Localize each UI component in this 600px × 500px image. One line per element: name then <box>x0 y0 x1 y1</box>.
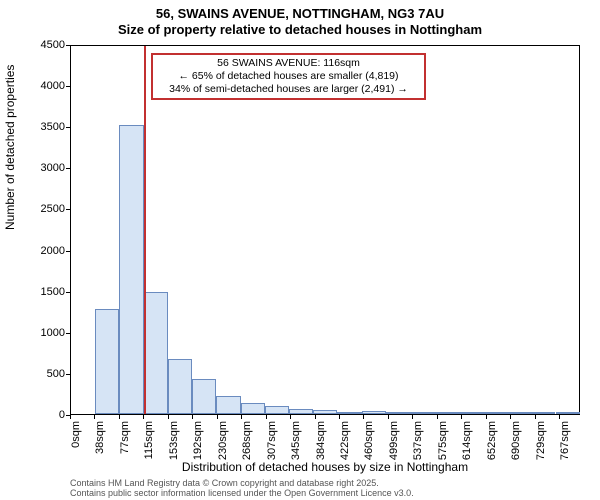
x-tick-label: 192sqm <box>192 421 204 461</box>
histogram-bar <box>192 379 216 414</box>
histogram-bar <box>265 406 289 414</box>
annotation-line: ← 65% of detached houses are smaller (4,… <box>157 70 420 83</box>
plot-area: 56 SWAINS AVENUE: 116sqm← 65% of detache… <box>70 45 580 415</box>
x-tick-mark <box>412 415 413 419</box>
x-tick-mark <box>192 415 193 419</box>
x-tick-mark <box>217 415 218 419</box>
footer-attribution: Contains HM Land Registry data © Crown c… <box>70 478 414 499</box>
x-tick-label: 690sqm <box>510 421 522 461</box>
y-tick-label: 2500 <box>41 203 65 215</box>
x-tick-label: 345sqm <box>290 421 302 461</box>
histogram-bar <box>168 359 192 414</box>
x-tick-label: 614sqm <box>461 421 473 461</box>
histogram-bar <box>144 292 168 414</box>
y-tick-label: 1000 <box>41 327 65 339</box>
chart-title-line1: 56, SWAINS AVENUE, NOTTINGHAM, NG3 7AU <box>0 6 600 21</box>
x-tick-mark <box>266 415 267 419</box>
property-marker-line <box>144 46 146 414</box>
x-tick-label: 767sqm <box>559 421 571 461</box>
x-tick-label: 0sqm <box>70 421 82 461</box>
x-tick-mark <box>559 415 560 419</box>
x-tick-label: 153sqm <box>168 421 180 461</box>
x-tick-mark <box>437 415 438 419</box>
x-tick-label: 422sqm <box>339 421 351 461</box>
x-tick-mark <box>315 415 316 419</box>
histogram-bar <box>410 412 434 414</box>
x-tick-label: 460sqm <box>363 421 375 461</box>
x-tick-mark <box>241 415 242 419</box>
y-tick-label: 1500 <box>41 286 65 298</box>
y-tick-label: 3000 <box>41 162 65 174</box>
y-tick-label: 3500 <box>41 121 65 133</box>
x-tick-label: 537sqm <box>412 421 424 461</box>
x-tick-mark <box>510 415 511 419</box>
histogram-bar <box>241 403 265 415</box>
x-tick-label: 77sqm <box>119 421 131 461</box>
x-tick-mark <box>168 415 169 419</box>
x-tick-label: 652sqm <box>486 421 498 461</box>
x-axis-label: Distribution of detached houses by size … <box>70 460 580 474</box>
y-tick-label: 4000 <box>41 80 65 92</box>
x-tick-mark <box>363 415 364 419</box>
y-axis-label: Number of detached properties <box>3 65 17 230</box>
y-tick-mark <box>66 292 70 293</box>
y-tick-mark <box>66 45 70 46</box>
histogram-bar <box>95 309 119 414</box>
histogram-bar <box>459 412 483 414</box>
y-tick-mark <box>66 209 70 210</box>
x-tick-label: 384sqm <box>315 421 327 461</box>
y-tick-mark <box>66 86 70 87</box>
x-tick-label: 38sqm <box>94 421 106 461</box>
footer-line1: Contains HM Land Registry data © Crown c… <box>70 478 414 488</box>
x-tick-mark <box>461 415 462 419</box>
histogram-bar <box>386 412 410 414</box>
histogram-bar <box>216 396 240 414</box>
x-tick-mark <box>119 415 120 419</box>
x-tick-mark <box>388 415 389 419</box>
x-tick-label: 307sqm <box>266 421 278 461</box>
annotation-line: 34% of semi-detached houses are larger (… <box>157 83 420 96</box>
annotation-line: 56 SWAINS AVENUE: 116sqm <box>157 57 420 70</box>
x-tick-label: 230sqm <box>217 421 229 461</box>
histogram-bar <box>434 412 458 414</box>
x-tick-mark <box>143 415 144 419</box>
histogram-bar <box>119 125 143 414</box>
histogram-bar <box>531 412 555 414</box>
x-tick-mark <box>290 415 291 419</box>
y-tick-label: 0 <box>59 409 65 421</box>
x-tick-mark <box>94 415 95 419</box>
x-tick-mark <box>70 415 71 419</box>
histogram-bar <box>362 411 386 414</box>
x-tick-mark <box>535 415 536 419</box>
y-tick-label: 500 <box>47 368 65 380</box>
x-tick-label: 729sqm <box>535 421 547 461</box>
y-tick-mark <box>66 374 70 375</box>
y-tick-mark <box>66 127 70 128</box>
y-tick-label: 4500 <box>41 39 65 51</box>
footer-line2: Contains public sector information licen… <box>70 488 414 498</box>
histogram-bar <box>337 412 361 414</box>
x-tick-mark <box>339 415 340 419</box>
x-tick-label: 268sqm <box>241 421 253 461</box>
y-tick-label: 2000 <box>41 245 65 257</box>
y-tick-mark <box>66 251 70 252</box>
histogram-bar <box>507 412 531 414</box>
histogram-bar <box>483 412 507 414</box>
histogram-bar <box>556 412 580 414</box>
y-tick-mark <box>66 333 70 334</box>
x-tick-label: 499sqm <box>388 421 400 461</box>
chart-title-line2: Size of property relative to detached ho… <box>0 22 600 37</box>
x-tick-mark <box>486 415 487 419</box>
x-tick-label: 115sqm <box>143 421 155 461</box>
chart-container: 56, SWAINS AVENUE, NOTTINGHAM, NG3 7AU S… <box>0 0 600 500</box>
histogram-bar <box>289 409 313 414</box>
y-tick-mark <box>66 168 70 169</box>
x-tick-label: 575sqm <box>437 421 449 461</box>
histogram-bar <box>313 410 337 414</box>
annotation-box: 56 SWAINS AVENUE: 116sqm← 65% of detache… <box>151 53 426 100</box>
